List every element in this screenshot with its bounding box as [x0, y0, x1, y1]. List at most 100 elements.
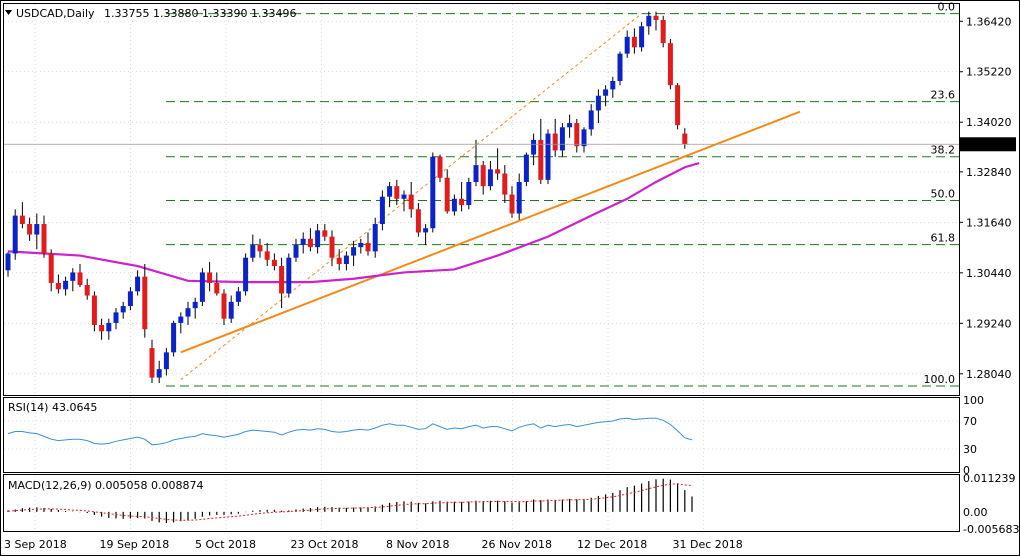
candle-body — [120, 306, 126, 313]
candle-body — [531, 139, 537, 155]
candle-body — [487, 169, 493, 187]
candle-body — [466, 181, 472, 206]
candle-body — [387, 186, 393, 197]
candle-body — [293, 245, 299, 258]
rsi-axis-ticks: 100 70 30 0 — [963, 394, 984, 477]
candles — [5, 11, 688, 384]
candle-body — [228, 301, 234, 319]
rsi-line-layer — [7, 417, 693, 446]
fibonacci-levels: 0.0 23.6 38.2 50.0 61.8 100.0 — [166, 1, 959, 387]
candle-body — [84, 285, 90, 296]
candle-body — [264, 251, 270, 260]
candle-body — [329, 236, 335, 258]
fibonacci-label: 0.0 — [938, 1, 956, 14]
rsi-line — [7, 417, 693, 446]
candle-body — [315, 230, 321, 248]
candle-body — [495, 169, 501, 174]
candle-body — [199, 272, 205, 302]
candle-body — [207, 272, 213, 283]
price-tick-label: 1.31640 — [966, 216, 1012, 229]
macd-tick-label: 0.00 — [963, 506, 988, 519]
candle-body — [221, 293, 227, 319]
rsi-tick-label: 70 — [963, 415, 977, 428]
price-tick-label: 1.32840 — [966, 166, 1012, 179]
candle-body — [502, 173, 508, 195]
candle-body — [581, 129, 587, 147]
candle-body — [459, 198, 465, 206]
candle-body — [106, 322, 112, 332]
candle-body — [178, 316, 184, 323]
candle-body — [99, 324, 105, 332]
candle-body — [300, 238, 306, 246]
fibonacci-label: 23.6 — [931, 89, 956, 102]
candle-body — [372, 224, 378, 252]
date-tick-label: 12 Dec 2018 — [577, 538, 647, 551]
candle-body — [639, 26, 645, 48]
candle-body — [214, 282, 220, 294]
candle-body — [451, 198, 457, 212]
price-tick-label: 1.36420 — [966, 15, 1012, 28]
rsi-tick-label: 30 — [963, 443, 977, 456]
candle-body — [379, 196, 385, 225]
rsi-label: RSI(14) 43.0645 — [8, 401, 97, 414]
candle-body — [192, 301, 198, 309]
date-tick-label: 8 Nov 2018 — [386, 538, 449, 551]
candle-body — [5, 253, 11, 271]
candle-body — [444, 177, 450, 212]
candle-body — [48, 253, 54, 283]
candle-body — [19, 215, 25, 225]
candle-body — [516, 181, 522, 214]
candle-body — [358, 242, 364, 248]
candle-body — [523, 154, 529, 182]
candle-body — [142, 276, 148, 330]
price-tick-label: 1.29240 — [966, 317, 1012, 330]
candle-body — [423, 228, 429, 233]
date-tick-label: 19 Sep 2018 — [100, 538, 170, 551]
candle-body — [430, 156, 436, 229]
rsi-panel: 100 70 30 0 RSI(14) 43.0645 — [3, 394, 984, 477]
date-tick-label: 5 Oct 2018 — [195, 538, 256, 551]
candle-body — [127, 291, 133, 307]
moving-average-line — [7, 161, 700, 284]
candle-body — [286, 257, 292, 294]
date-tick-label: 31 Dec 2018 — [673, 538, 743, 551]
candle-body — [70, 272, 76, 281]
candle-body — [545, 133, 551, 180]
candle-body — [552, 133, 558, 151]
candle-body — [631, 36, 637, 48]
candle-body — [365, 242, 371, 252]
current-price-box — [960, 137, 1016, 152]
candle-body — [235, 291, 241, 302]
candle-body — [574, 123, 580, 147]
fibonacci-label: 61.8 — [931, 232, 956, 245]
candle-body — [624, 36, 630, 54]
candle-body — [149, 348, 155, 378]
candle-body — [243, 257, 249, 292]
candle-body — [257, 245, 263, 252]
candle-body — [610, 80, 616, 90]
candle-body — [307, 238, 313, 248]
ohlc-values: 1.33755 1.33880 1.33390 1.33496 — [104, 7, 296, 20]
dropdown-triangle-icon[interactable] — [5, 10, 12, 15]
candle-body — [322, 230, 328, 237]
candle-body — [135, 276, 141, 292]
candle-body — [55, 282, 61, 290]
candle-body — [646, 15, 652, 27]
price-tick-label: 1.34020 — [966, 116, 1012, 129]
candle-body — [394, 186, 400, 199]
candle-body — [250, 245, 256, 258]
macd-tick-label: -0.005683 — [963, 523, 1019, 536]
candle-body — [509, 194, 515, 214]
chart-symbol: USDCAD,Daily — [16, 7, 95, 20]
candle-body — [559, 127, 565, 151]
macd-panel-frame — [3, 474, 960, 532]
candle-body — [660, 19, 666, 44]
candle-body — [343, 255, 349, 264]
candle-body — [653, 15, 659, 20]
candle-body — [603, 89, 609, 96]
candle-body — [675, 85, 681, 126]
candle-body — [163, 352, 169, 370]
price-tick-label: 1.28040 — [966, 368, 1012, 381]
candle-body — [91, 295, 97, 325]
